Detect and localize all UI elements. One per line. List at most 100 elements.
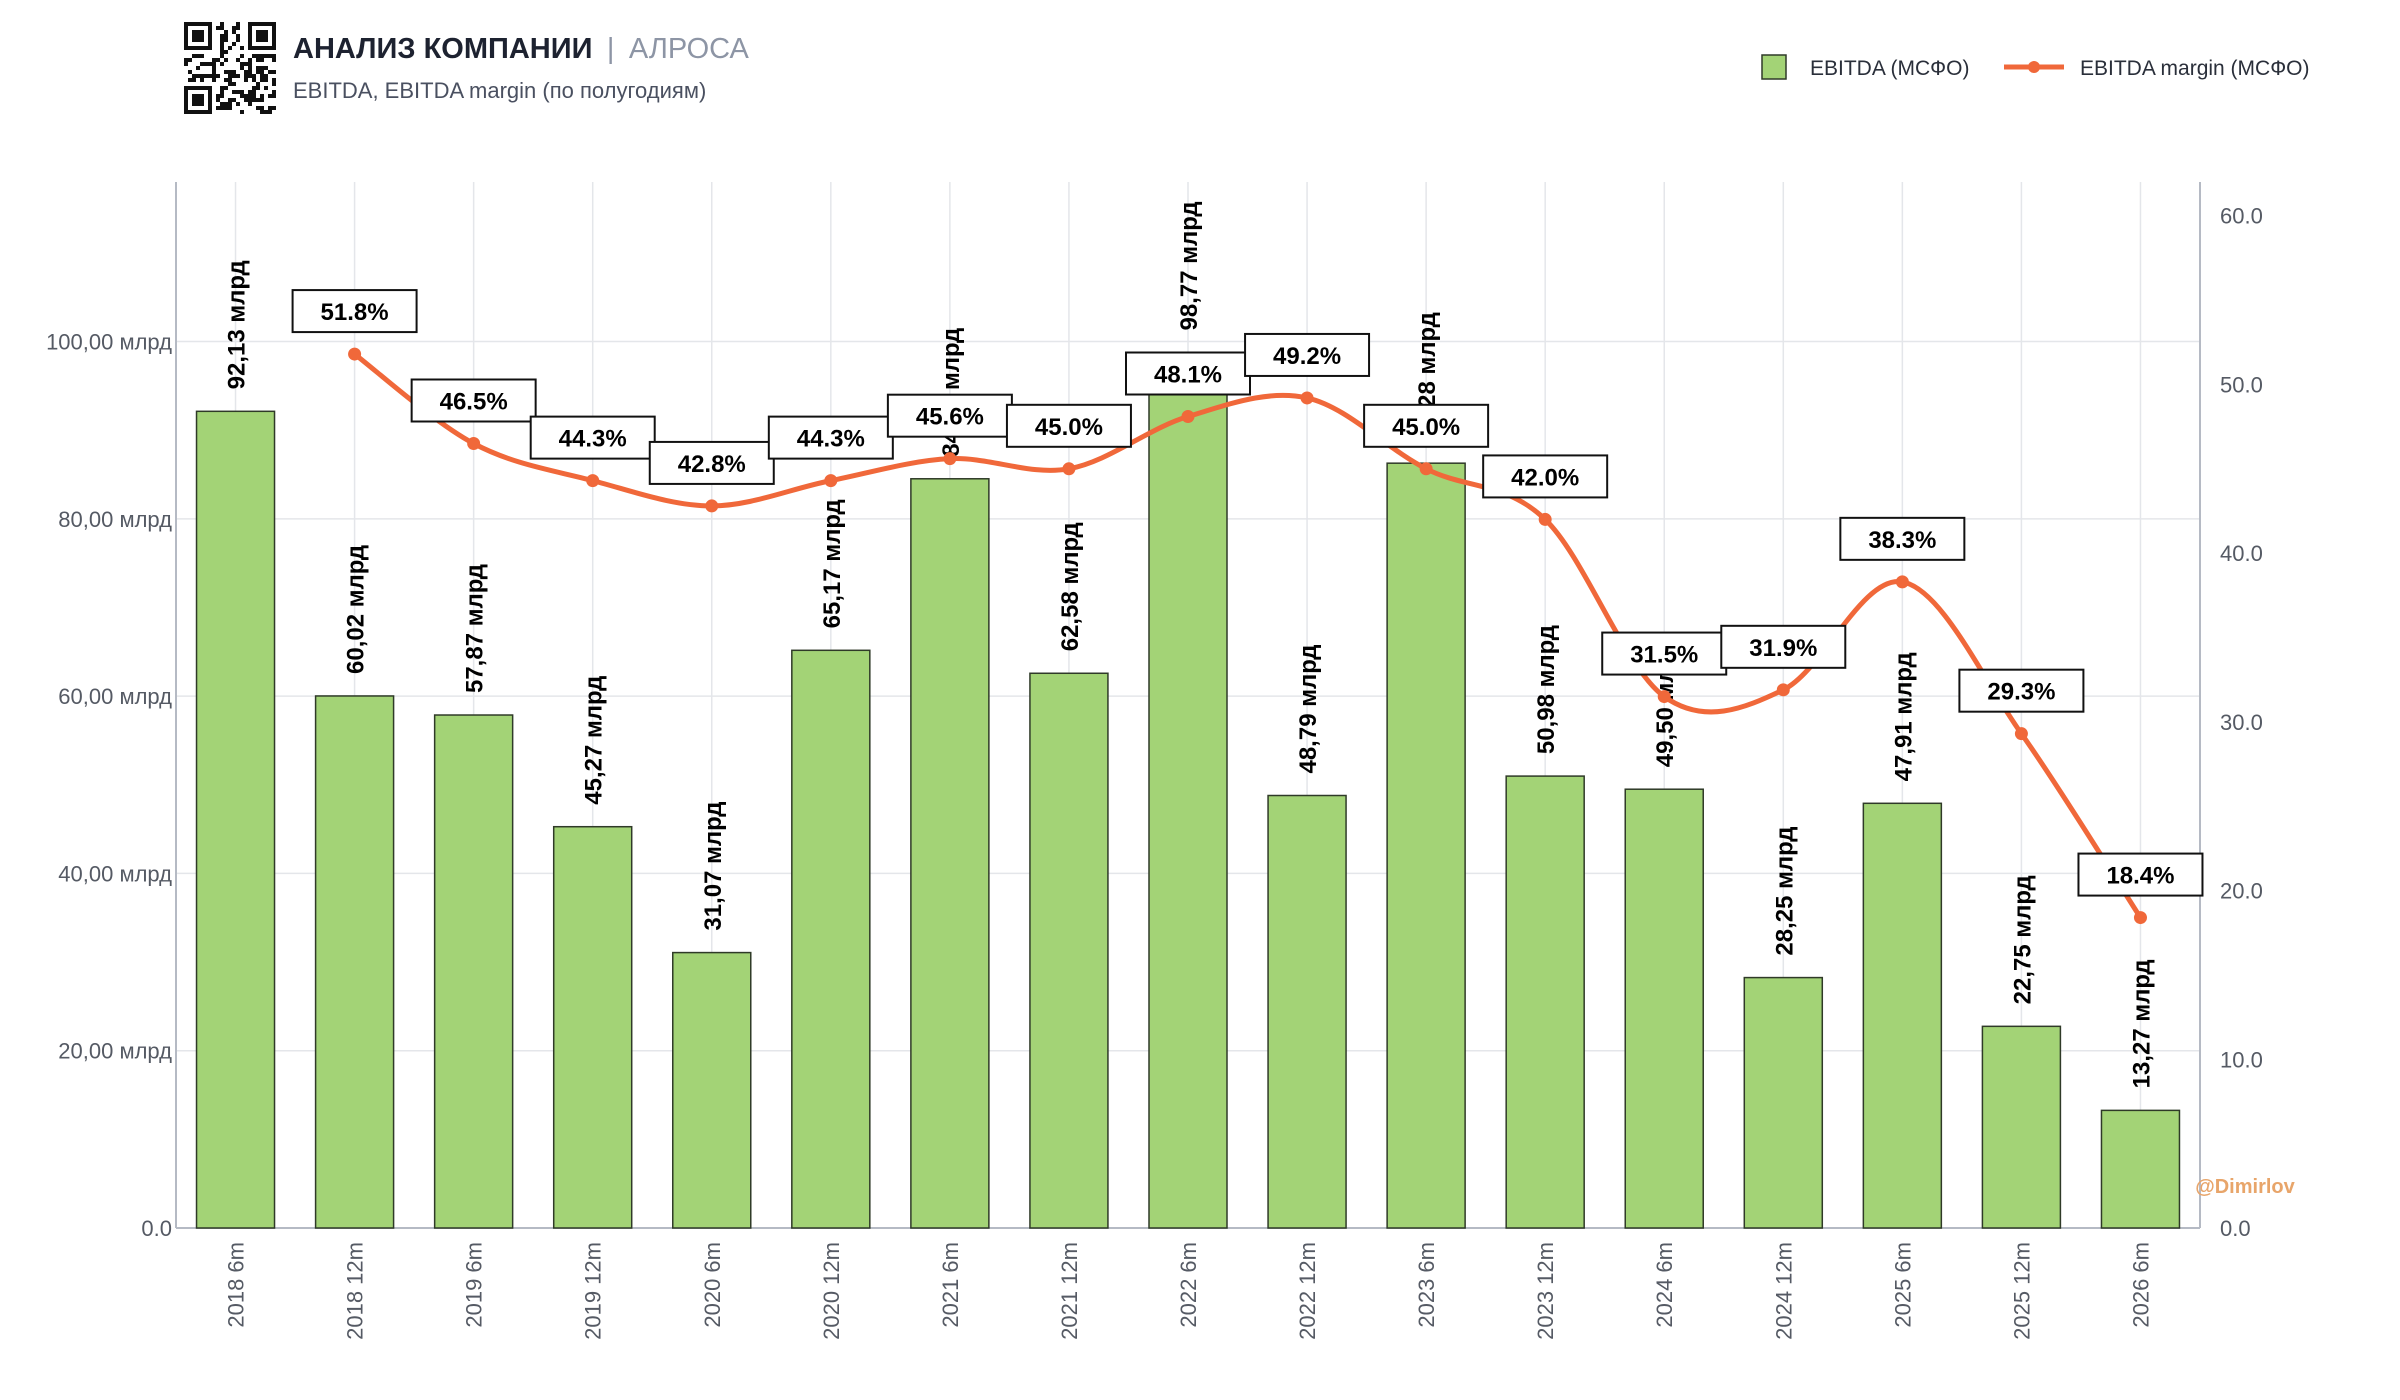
qr-module <box>232 82 236 86</box>
qr-module <box>256 70 260 74</box>
qr-module <box>220 102 224 106</box>
qr-module <box>240 66 244 70</box>
qr-module <box>224 86 228 90</box>
qr-module <box>228 102 232 106</box>
margin-point[interactable] <box>348 347 362 361</box>
bar[interactable] <box>910 478 990 1229</box>
bar[interactable] <box>1862 802 1943 1229</box>
qr-module <box>208 74 212 78</box>
qr-module <box>192 74 196 78</box>
margin-value-label: 45.0% <box>1035 414 1103 441</box>
x-tick-label: 2022 12m <box>1295 1242 1320 1340</box>
bar[interactable] <box>1386 462 1466 1229</box>
qr-module <box>220 34 224 38</box>
margin-point[interactable] <box>1895 575 1909 589</box>
margin-value-label: 45.0% <box>1392 414 1460 441</box>
qr-module <box>188 78 192 82</box>
qr-module <box>236 58 240 62</box>
bar[interactable] <box>1981 1025 2062 1229</box>
bar-value-label: 62,58 млрд <box>1057 522 1084 651</box>
margin-label-box: 42.8% <box>648 440 775 485</box>
bar[interactable] <box>1624 788 1704 1229</box>
bar-value-label: 50,98 млрд <box>1533 625 1560 754</box>
bar[interactable] <box>2100 1109 2181 1229</box>
bar[interactable] <box>1267 794 1347 1229</box>
margin-point[interactable] <box>2133 911 2147 925</box>
qr-module <box>216 94 220 98</box>
margin-point[interactable] <box>1181 410 1195 424</box>
bar-value-label: 48,79 млрд <box>1295 644 1322 773</box>
margin-label-box: 18.4% <box>2077 852 2204 897</box>
margin-label-bg <box>1244 332 1371 377</box>
margin-point[interactable] <box>2014 727 2028 741</box>
qr-module <box>224 106 228 110</box>
margin-label-box: 29.3% <box>1958 668 2085 713</box>
bar[interactable] <box>433 714 514 1229</box>
qr-module <box>268 94 272 98</box>
qr-module <box>220 26 224 30</box>
y-left-tick-label: 0.0 <box>141 1216 172 1241</box>
qr-module <box>272 82 276 86</box>
margin-point[interactable] <box>467 437 481 450</box>
qr-module <box>244 70 248 74</box>
qr-module <box>256 82 260 86</box>
qr-module <box>220 50 224 54</box>
margin-point[interactable] <box>1062 462 1076 476</box>
margin-point[interactable] <box>943 452 957 466</box>
bar[interactable] <box>791 649 871 1229</box>
bar-value-label: 92,13 млрд <box>224 260 251 389</box>
qr-module <box>252 54 256 58</box>
qr-module <box>268 70 272 74</box>
bar-value-label: 47,91 млрд <box>1890 652 1917 781</box>
qr-module <box>228 46 232 50</box>
bar[interactable] <box>1029 672 1109 1229</box>
bar[interactable] <box>1148 351 1228 1229</box>
x-tick-label: 2020 6m <box>700 1242 725 1328</box>
bar-value-label: 98,77 млрд <box>1176 201 1203 330</box>
bar[interactable] <box>672 951 752 1229</box>
qr-module <box>256 98 260 102</box>
margin-point[interactable] <box>1538 512 1552 526</box>
bar[interactable] <box>1505 775 1585 1229</box>
qr-module <box>256 106 260 110</box>
margin-point[interactable] <box>1776 683 1790 697</box>
qr-module <box>208 62 212 66</box>
qr-module <box>264 74 268 78</box>
margin-label-box: 44.3% <box>529 415 656 460</box>
bar[interactable] <box>314 695 395 1229</box>
qr-module <box>220 46 224 50</box>
qr-module <box>240 94 244 98</box>
bar[interactable] <box>195 410 276 1229</box>
qr-module <box>216 26 220 30</box>
qr-module <box>256 66 260 70</box>
qr-module <box>252 90 256 94</box>
margin-label-box: 45.0% <box>1005 403 1132 448</box>
margin-point[interactable] <box>1300 391 1314 405</box>
margin-point[interactable] <box>1657 690 1671 704</box>
y-right-tick-label: 30.0 <box>2220 710 2263 735</box>
legend-item-bar[interactable]: EBITDA (МСФО) <box>1761 54 1969 80</box>
margin-label-bg <box>529 415 656 460</box>
margin-point[interactable] <box>824 474 838 488</box>
qr-module <box>256 86 260 90</box>
margin-label-box: 31.5% <box>1601 631 1728 676</box>
margin-point[interactable] <box>586 474 600 488</box>
qr-module <box>228 106 232 110</box>
y-right-tick-label: 40.0 <box>2220 541 2263 566</box>
axes: 0.0 20,00 млрд 40,00 млрд 60,00 млрд 80,00 м… <box>46 182 2263 1340</box>
margin-value-label: 51.8% <box>321 299 389 326</box>
bar[interactable] <box>1743 976 1824 1229</box>
legend-item-line[interactable]: EBITDA margin (МСФО) <box>2004 57 2310 80</box>
x-tick-label: 2020 12m <box>819 1242 844 1340</box>
qr-module <box>228 82 232 86</box>
qr-module <box>220 94 224 98</box>
qr-module <box>184 58 188 62</box>
bar[interactable] <box>552 825 633 1229</box>
qr-module <box>272 78 276 82</box>
margin-point[interactable] <box>705 499 719 513</box>
margin-point[interactable] <box>1419 462 1433 476</box>
qr-module <box>188 58 192 62</box>
qr-module <box>204 62 208 66</box>
qr-module <box>244 78 248 82</box>
watermark: @Dimirlov <box>2195 1176 2295 1198</box>
